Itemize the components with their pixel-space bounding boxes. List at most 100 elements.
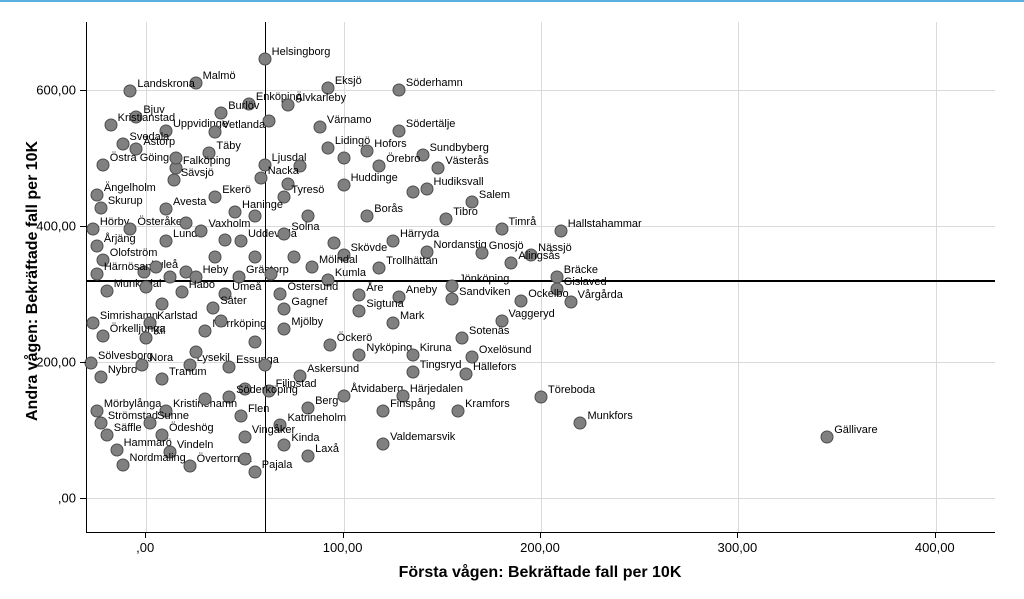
data-point bbox=[90, 240, 103, 253]
data-point bbox=[465, 196, 478, 209]
data-point-label: Värnamo bbox=[327, 114, 372, 126]
data-point-label: Skurup bbox=[108, 195, 143, 207]
data-point bbox=[110, 444, 123, 457]
x-tick-label: ,00 bbox=[136, 540, 154, 555]
data-point bbox=[321, 141, 334, 154]
data-point bbox=[199, 325, 212, 338]
data-point bbox=[475, 247, 488, 260]
data-point-label: Hallstahammar bbox=[568, 218, 642, 230]
data-point-label: Aneby bbox=[406, 284, 437, 296]
data-point-label: Haninge bbox=[242, 199, 283, 211]
data-point bbox=[386, 234, 399, 247]
data-point bbox=[446, 292, 459, 305]
data-point bbox=[420, 182, 433, 195]
data-point bbox=[377, 404, 390, 417]
data-point-label: Berg bbox=[315, 395, 338, 407]
data-point bbox=[209, 126, 222, 139]
data-point-label: Öckerö bbox=[337, 332, 372, 344]
data-point-label: Åtvidaberg bbox=[351, 383, 404, 395]
scatter-chart: HelsingborgMalmöEksjöSöderhamnLandskrona… bbox=[0, 2, 1024, 599]
data-point bbox=[392, 124, 405, 137]
data-point bbox=[136, 359, 149, 372]
data-point-label: Oxelösund bbox=[479, 344, 532, 356]
data-point bbox=[223, 360, 236, 373]
data-point bbox=[353, 349, 366, 362]
data-point bbox=[189, 271, 202, 284]
data-point bbox=[248, 335, 261, 348]
data-point-label: Jönköping bbox=[459, 273, 509, 285]
data-point bbox=[288, 250, 301, 263]
data-point bbox=[104, 119, 117, 132]
data-point bbox=[238, 383, 251, 396]
data-point-label: Älvkarleby bbox=[295, 92, 346, 104]
data-point bbox=[262, 114, 275, 127]
data-point-label: Kinda bbox=[291, 432, 319, 444]
data-point bbox=[535, 391, 548, 404]
data-point bbox=[302, 449, 315, 462]
y-tick-label: 200,00 bbox=[30, 355, 76, 370]
data-point bbox=[169, 152, 182, 165]
x-axis-title: Första vågen: Bekräftade fall per 10K bbox=[399, 564, 682, 582]
data-point bbox=[416, 148, 429, 161]
data-point-label: Askersund bbox=[307, 363, 359, 375]
data-point bbox=[353, 305, 366, 318]
data-point-label: Härryda bbox=[400, 228, 439, 240]
reference-line-horizontal bbox=[87, 280, 995, 282]
data-point-label: Åstorp bbox=[143, 136, 175, 148]
data-point bbox=[420, 245, 433, 258]
data-point-label: Östra Göinge bbox=[110, 152, 175, 164]
data-point bbox=[140, 332, 153, 345]
data-point bbox=[258, 53, 271, 66]
data-point bbox=[144, 316, 157, 329]
data-point bbox=[274, 288, 287, 301]
data-point bbox=[554, 224, 567, 237]
data-point bbox=[337, 152, 350, 165]
data-point bbox=[373, 160, 386, 173]
data-point bbox=[323, 339, 336, 352]
data-point bbox=[116, 459, 129, 472]
data-point-label: Täby bbox=[216, 140, 240, 152]
data-point-label: Töreboda bbox=[548, 384, 595, 396]
data-point bbox=[96, 330, 109, 343]
data-point bbox=[361, 145, 374, 158]
data-point bbox=[215, 315, 228, 328]
data-point bbox=[564, 296, 577, 309]
data-point bbox=[90, 189, 103, 202]
data-point-label: Sandviken bbox=[459, 286, 510, 298]
data-point bbox=[406, 186, 419, 199]
y-tick-label: ,00 bbox=[30, 491, 76, 506]
data-point bbox=[150, 260, 163, 273]
data-point bbox=[456, 332, 469, 345]
data-point-label: Örkelljunga bbox=[110, 323, 166, 335]
data-point bbox=[550, 282, 563, 295]
grid-vertical bbox=[541, 22, 542, 532]
data-point bbox=[321, 81, 334, 94]
data-point bbox=[392, 291, 405, 304]
grid-vertical bbox=[344, 22, 345, 532]
data-point bbox=[86, 316, 99, 329]
data-point-label: Gällivare bbox=[834, 424, 877, 436]
data-point bbox=[130, 111, 143, 124]
data-point-label: Salem bbox=[479, 189, 510, 201]
data-point bbox=[386, 316, 399, 329]
data-point bbox=[86, 223, 99, 236]
data-point bbox=[232, 271, 245, 284]
data-point-label: Gagnef bbox=[291, 296, 327, 308]
data-point bbox=[432, 162, 445, 175]
data-point bbox=[238, 430, 251, 443]
data-point bbox=[159, 203, 172, 216]
data-point bbox=[94, 417, 107, 430]
data-point bbox=[465, 350, 478, 363]
data-point-label: Olofström bbox=[110, 247, 158, 259]
data-point bbox=[209, 250, 222, 263]
data-point bbox=[94, 370, 107, 383]
data-point-label: Sundbyberg bbox=[430, 142, 489, 154]
data-point-label: Heby bbox=[203, 264, 229, 276]
data-point-label: Laxå bbox=[315, 443, 339, 455]
data-point bbox=[229, 206, 242, 219]
data-point bbox=[163, 445, 176, 458]
data-point-label: Kil bbox=[153, 325, 165, 337]
data-point-label: Eksjö bbox=[335, 75, 362, 87]
data-point-label: Nässjö bbox=[538, 242, 572, 254]
data-point bbox=[159, 234, 172, 247]
